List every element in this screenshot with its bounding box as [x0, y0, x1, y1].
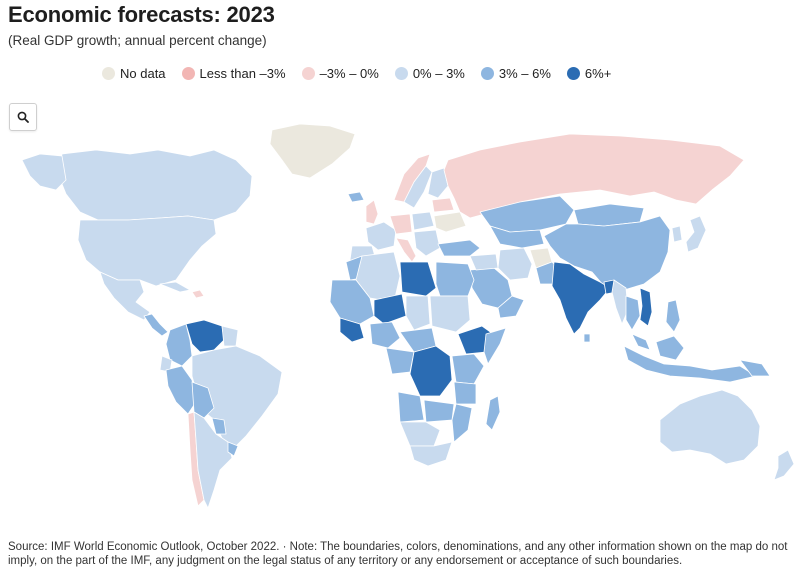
country-italy[interactable]: [395, 237, 417, 263]
country-papua-new-guinea[interactable]: [739, 359, 771, 377]
country-finland[interactable]: [427, 167, 449, 199]
legend-swatch: [102, 67, 115, 80]
country-bolivia[interactable]: [191, 381, 215, 419]
country-belarus[interactable]: [431, 197, 455, 213]
country-india[interactable]: [551, 261, 611, 335]
legend-label: 3% – 6%: [498, 66, 551, 81]
country-usa[interactable]: [77, 215, 217, 287]
country-peru[interactable]: [165, 365, 197, 415]
country-central-asia[interactable]: [489, 225, 545, 249]
country-egypt[interactable]: [435, 261, 475, 297]
country-mauritania-mali[interactable]: [329, 279, 375, 325]
country-haiti[interactable]: [191, 289, 205, 299]
source-note: Source: IMF World Economic Outlook, Octo…: [8, 541, 788, 567]
country-iran[interactable]: [497, 247, 533, 281]
legend-item-no-data[interactable]: No data: [102, 66, 166, 81]
country-south-africa[interactable]: [409, 441, 453, 467]
country-myanmar[interactable]: [611, 279, 629, 325]
country-china[interactable]: [543, 215, 671, 291]
legend-swatch: [480, 67, 494, 80]
country-venezuela[interactable]: [185, 319, 225, 353]
country-japan[interactable]: [685, 215, 707, 253]
country-dr-congo[interactable]: [409, 345, 453, 397]
country-madagascar[interactable]: [485, 395, 501, 431]
country-central-america[interactable]: [143, 313, 169, 337]
country-oman-yemen[interactable]: [497, 295, 525, 319]
legend-swatch: [394, 67, 408, 80]
country-korea[interactable]: [671, 225, 683, 243]
search-icon: [17, 111, 29, 123]
legend-label: –3% – 0%: [319, 66, 379, 81]
country-cuba[interactable]: [159, 281, 191, 293]
zoom-button[interactable]: [9, 103, 37, 131]
country-iraq-syria[interactable]: [469, 253, 499, 271]
country-paraguay[interactable]: [211, 417, 227, 435]
country-somalia[interactable]: [483, 327, 507, 365]
legend-swatch: [301, 67, 315, 80]
country-russia[interactable]: [443, 133, 745, 219]
country-angola[interactable]: [397, 391, 425, 423]
country-cameroon-gabon[interactable]: [385, 347, 415, 375]
legend-item-6-plus[interactable]: 6%+: [566, 66, 612, 81]
legend: No data Less than –3% –3% – 0% 0% – 3% 3…: [102, 66, 627, 81]
country-zambia[interactable]: [423, 399, 455, 423]
country-east-africa[interactable]: [451, 353, 485, 385]
country-uruguay[interactable]: [227, 441, 239, 457]
world-map: [0, 120, 811, 540]
country-guianas[interactable]: [221, 325, 239, 347]
map-subtitle: (Real GDP growth; annual percent change): [8, 33, 267, 48]
country-indonesia[interactable]: [623, 345, 757, 383]
legend-item-0-to-3[interactable]: 0% – 3%: [394, 66, 465, 81]
country-new-zealand[interactable]: [773, 449, 795, 481]
country-germany[interactable]: [389, 213, 413, 235]
country-west-africa-a[interactable]: [339, 317, 365, 343]
country-france[interactable]: [365, 221, 397, 251]
country-philippines[interactable]: [665, 299, 681, 333]
country-tanzania[interactable]: [453, 381, 477, 405]
country-mozambique[interactable]: [451, 403, 473, 443]
map-title: Economic forecasts: 2023: [8, 2, 275, 27]
country-canada[interactable]: [57, 149, 253, 221]
country-turkey[interactable]: [437, 239, 481, 257]
legend-label: 0% – 3%: [412, 66, 465, 81]
country-mexico[interactable]: [99, 271, 151, 321]
country-nigeria[interactable]: [369, 321, 401, 349]
country-argentina[interactable]: [193, 411, 233, 509]
legend-item-minus-3-to-0[interactable]: –3% – 0%: [301, 66, 379, 81]
country-australia[interactable]: [659, 389, 761, 465]
legend-label: No data: [120, 66, 166, 81]
legend-swatch: [566, 67, 580, 80]
legend-item-less-than-minus-3[interactable]: Less than –3%: [181, 66, 286, 81]
country-libya[interactable]: [399, 261, 437, 297]
country-uk[interactable]: [365, 199, 379, 225]
country-chad[interactable]: [405, 295, 431, 331]
country-malaysia[interactable]: [631, 333, 651, 351]
country-iceland[interactable]: [347, 191, 365, 203]
country-vietnam[interactable]: [639, 287, 653, 327]
world-map-svg: [21, 123, 795, 509]
country-niger[interactable]: [373, 293, 407, 325]
legend-label: 6%+: [584, 66, 612, 81]
country-namibia-botswana[interactable]: [399, 421, 441, 447]
country-poland[interactable]: [411, 211, 435, 231]
legend-swatch: [181, 67, 195, 80]
country-alaska[interactable]: [21, 153, 67, 191]
country-balkans[interactable]: [413, 229, 441, 257]
country-sri-lanka[interactable]: [583, 333, 591, 343]
country-ukraine[interactable]: [433, 211, 467, 233]
country-sudan[interactable]: [429, 295, 471, 333]
country-thailand[interactable]: [625, 295, 641, 331]
legend-item-3-to-6[interactable]: 3% – 6%: [480, 66, 551, 81]
country-greenland[interactable]: [269, 123, 356, 179]
country-borneo[interactable]: [655, 335, 685, 361]
legend-label: Less than –3%: [199, 66, 286, 81]
